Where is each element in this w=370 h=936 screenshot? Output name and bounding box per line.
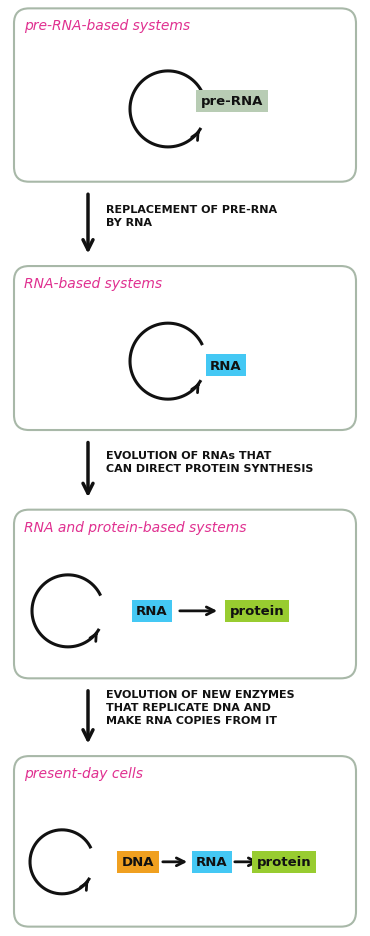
Text: pre-RNA-based systems: pre-RNA-based systems — [24, 20, 190, 34]
Text: RNA: RNA — [136, 605, 168, 618]
Text: RNA and protein-based systems: RNA and protein-based systems — [24, 520, 246, 534]
Text: pre-RNA: pre-RNA — [201, 95, 263, 109]
Text: DNA: DNA — [122, 856, 154, 869]
Text: present-day cells: present-day cells — [24, 767, 143, 781]
FancyBboxPatch shape — [14, 267, 356, 431]
FancyBboxPatch shape — [14, 9, 356, 183]
Text: EVOLUTION OF NEW ENZYMES
THAT REPLICATE DNA AND
MAKE RNA COPIES FROM IT: EVOLUTION OF NEW ENZYMES THAT REPLICATE … — [106, 689, 295, 725]
Text: RNA: RNA — [210, 359, 242, 373]
Text: REPLACEMENT OF PRE-RNA
BY RNA: REPLACEMENT OF PRE-RNA BY RNA — [106, 205, 277, 228]
Text: RNA-based systems: RNA-based systems — [24, 277, 162, 291]
Text: protein: protein — [230, 605, 284, 618]
FancyBboxPatch shape — [14, 510, 356, 679]
Text: protein: protein — [257, 856, 311, 869]
FancyBboxPatch shape — [14, 756, 356, 927]
Text: RNA: RNA — [196, 856, 228, 869]
Text: EVOLUTION OF RNAs THAT
CAN DIRECT PROTEIN SYNTHESIS: EVOLUTION OF RNAs THAT CAN DIRECT PROTEI… — [106, 451, 313, 474]
